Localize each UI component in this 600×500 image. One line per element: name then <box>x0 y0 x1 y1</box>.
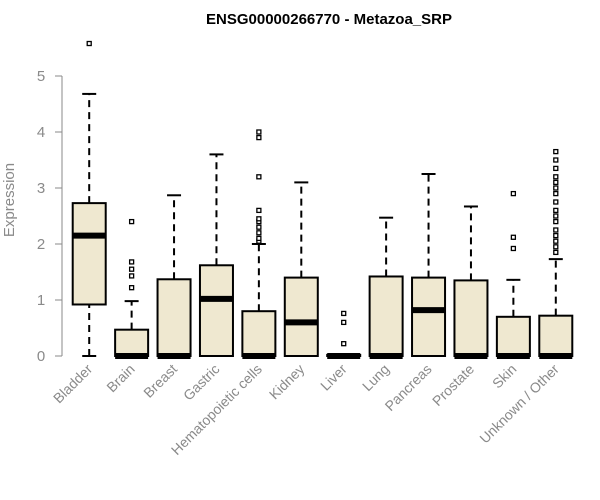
outlier-point <box>553 213 559 219</box>
box-2 <box>156 194 192 359</box>
y-tick-label: 1 <box>37 292 45 309</box>
outlier-point <box>128 285 135 291</box>
box-8 <box>411 173 447 358</box>
iqr-box <box>156 278 192 357</box>
outlier-point <box>510 190 517 197</box>
box-9 <box>453 205 489 359</box>
x-tick-label: Prostate <box>429 361 477 409</box>
outlier-point <box>553 199 559 205</box>
outlier-point <box>553 185 559 191</box>
outlier-point <box>553 165 559 172</box>
outlier-point <box>256 134 262 141</box>
x-tick-label: Lung <box>359 361 392 394</box>
outlier-point <box>86 40 92 47</box>
x-tick-label: Skin <box>489 361 520 392</box>
y-tick-label: 2 <box>37 236 45 253</box>
outlier-point <box>256 207 262 214</box>
outlier-point <box>510 245 517 252</box>
outlier-point <box>510 234 517 240</box>
outlier-point <box>256 129 262 135</box>
outlier-point <box>553 227 559 233</box>
outlier-point <box>553 238 559 244</box>
iqr-box <box>538 314 574 357</box>
x-tick-label: Kidney <box>266 361 308 403</box>
outlier-point <box>553 190 559 197</box>
iqr-box <box>283 276 319 358</box>
outlier-point <box>553 179 559 186</box>
outlier-point <box>128 218 135 225</box>
y-tick-label: 3 <box>37 180 45 197</box>
iqr-box <box>114 328 150 357</box>
boxes-group <box>71 40 574 359</box>
x-tick-label: Bladder <box>50 361 96 407</box>
outlier-point <box>128 273 135 279</box>
outlier-point <box>128 266 135 272</box>
outlier-point <box>341 310 347 317</box>
outlier-point <box>553 244 559 250</box>
y-tick-label: 4 <box>37 124 45 141</box>
box-11 <box>538 148 574 359</box>
iqr-box <box>241 310 277 358</box>
iqr-box <box>368 275 404 358</box>
outlier-point <box>553 218 559 225</box>
iqr-box <box>411 276 447 358</box>
box-6 <box>326 310 362 359</box>
outlier-point <box>553 232 559 239</box>
outlier-point <box>256 230 262 236</box>
outlier-point <box>553 148 559 155</box>
x-tick-label: Brain <box>103 361 137 395</box>
x-tick-label: Liver <box>317 361 350 394</box>
box-3 <box>198 153 234 357</box>
iqr-box <box>495 315 531 357</box>
y-tick-label: 0 <box>37 348 45 365</box>
outlier-point <box>553 207 559 214</box>
x-tick-label: Breast <box>140 361 180 401</box>
outlier-point <box>553 174 559 180</box>
box-4 <box>241 129 277 359</box>
x-tick-label: Pancreas <box>382 361 435 414</box>
box-1 <box>114 218 150 359</box>
box-0 <box>71 40 107 357</box>
outlier-point <box>256 174 262 180</box>
outlier-point <box>256 235 262 242</box>
iqr-box <box>453 279 489 357</box>
box-7 <box>368 216 404 359</box>
outlier-point <box>256 216 262 222</box>
y-axis: 0 1 2 3 4 5 <box>37 68 63 365</box>
chart-title: ENSG00000266770 - Metazoa_SRP <box>206 11 452 28</box>
outlier-point <box>341 341 347 347</box>
outlier-point <box>256 224 262 230</box>
outlier-point <box>553 157 559 163</box>
outlier-point <box>341 319 347 326</box>
iqr-box <box>71 202 107 306</box>
box-5 <box>283 181 319 358</box>
y-tick-label: 5 <box>37 68 45 85</box>
outlier-point <box>553 249 559 256</box>
outlier-point <box>128 259 135 265</box>
y-axis-label: Expression <box>1 163 18 237</box>
box-10 <box>495 190 531 359</box>
iqr-box <box>198 264 234 357</box>
x-tick-label: Unknown / Other <box>476 361 562 447</box>
